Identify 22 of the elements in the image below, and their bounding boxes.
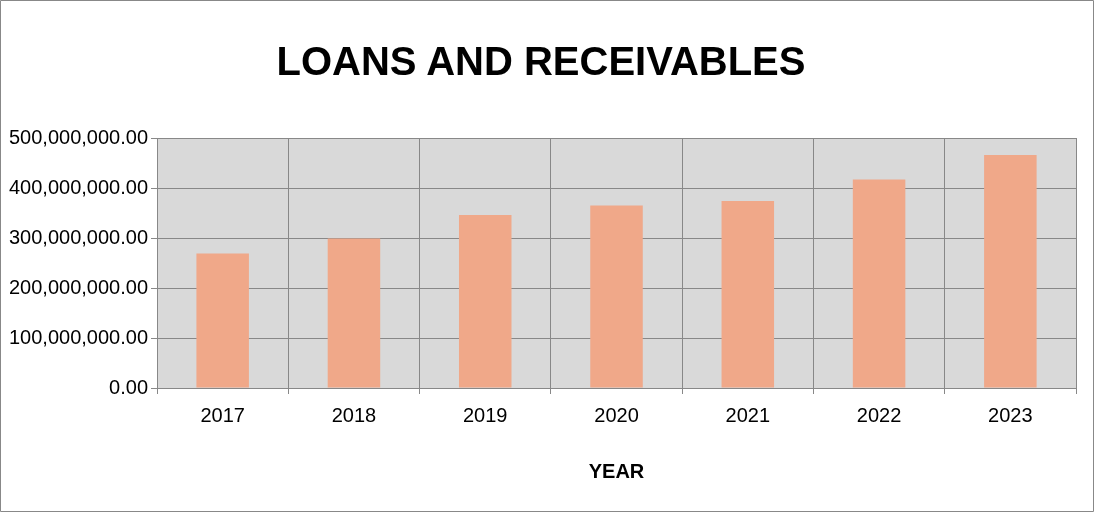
x-tick-label: 2020 bbox=[594, 403, 639, 426]
chart-title: LOANS AND RECEIVABLES bbox=[276, 39, 806, 84]
x-tick-label: 2018 bbox=[331, 403, 377, 426]
y-tick-label: 200,000,000.00 bbox=[8, 275, 149, 298]
bar bbox=[852, 179, 906, 388]
x-tick-label: 2021 bbox=[725, 403, 771, 426]
x-tick-label: 2022 bbox=[856, 403, 902, 426]
x-axis-title: YEAR bbox=[588, 459, 645, 482]
x-tick-label: 2023 bbox=[988, 403, 1033, 426]
bar bbox=[327, 238, 381, 388]
x-tick-label: 2017 bbox=[200, 403, 245, 426]
bar bbox=[984, 155, 1037, 388]
bar bbox=[458, 215, 512, 388]
y-tick-label: 0.00 bbox=[109, 375, 149, 398]
y-tick-label: 500,000,000.00 bbox=[8, 125, 149, 148]
y-tick-label: 400,000,000.00 bbox=[8, 175, 149, 198]
bar bbox=[721, 201, 775, 388]
bar bbox=[590, 205, 643, 388]
y-tick-label: 300,000,000.00 bbox=[8, 225, 149, 248]
bar bbox=[196, 253, 249, 388]
x-tick-label: 2019 bbox=[462, 403, 508, 426]
y-tick-label: 100,000,000.00 bbox=[8, 325, 149, 348]
